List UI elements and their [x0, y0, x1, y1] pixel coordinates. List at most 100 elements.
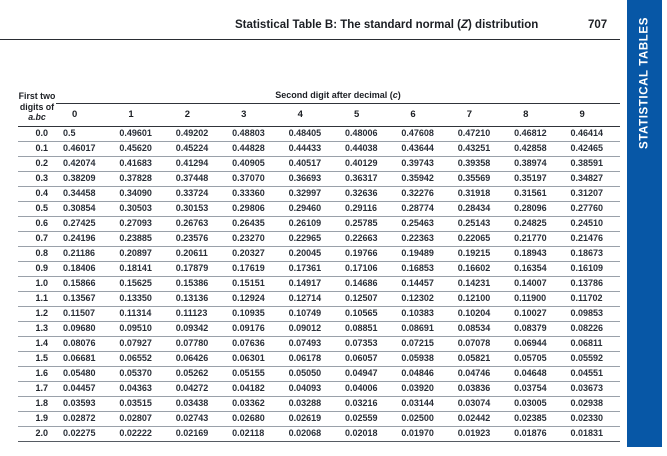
col-header-5: 5: [337, 103, 395, 127]
table-row: 0.9 0.18406 0.18141 0.17879 0.17619 0.17361 0.…: [18, 261, 620, 277]
z-value-cell: 0.15386: [168, 276, 226, 292]
z-value-cell: 0.04182: [225, 381, 282, 397]
z-value-cell: 0.03593: [56, 396, 113, 412]
z-value-cell: 0.07780: [168, 336, 226, 352]
z-value-cell: 0.03005: [507, 396, 564, 412]
z-value-cell: 0.28096: [507, 201, 564, 217]
z-value-cell: 0.18943: [507, 246, 564, 262]
z-value-cell: 0.32997: [281, 186, 338, 202]
table-row: 1.6 0.05480 0.05370 0.05262 0.05155 0.05050 0.…: [18, 366, 620, 382]
table-row: 1.8 0.03593 0.03515 0.03438 0.03362 0.03288 0.…: [18, 396, 620, 412]
z-value-cell: 0.13786: [563, 276, 620, 292]
z-value-cell: 0.06426: [168, 351, 226, 367]
col-header-7: 7: [450, 103, 508, 127]
z-value-cell: 0.06178: [281, 351, 338, 367]
z-value-cell: 0.48006: [337, 126, 395, 142]
z-value-cell: 0.10749: [281, 306, 338, 322]
z-value-cell: 0.17879: [168, 261, 226, 277]
row-label: 1.8: [18, 396, 56, 412]
z-value-cell: 0.13567: [56, 291, 113, 307]
title-z-italic: Z: [461, 19, 469, 31]
z-value-cell: 0.14007: [507, 276, 564, 292]
z-value-cell: 0.14917: [281, 276, 338, 292]
corner-header-line3: a.bc: [28, 112, 46, 123]
table-row: 0.7 0.24196 0.23885 0.23576 0.23270 0.22965 0.…: [18, 231, 620, 247]
corner-header-line2: digits of: [19, 101, 55, 112]
z-value-cell: 0.20045: [281, 246, 338, 262]
z-value-cell: 0.11702: [563, 291, 620, 307]
z-value-cell: 0.23885: [112, 231, 169, 247]
z-value-cell: 0.07493: [281, 336, 338, 352]
z-value-cell: 0.07215: [394, 336, 451, 352]
z-value-cell: 0.28774: [394, 201, 451, 217]
z-value-cell: 0.02118: [225, 426, 282, 442]
z-value-cell: 0.05705: [507, 351, 564, 367]
z-value-cell: 0.23576: [168, 231, 226, 247]
z-value-cell: 0.36693: [281, 171, 338, 187]
z-value-cell: 0.46017: [56, 141, 113, 157]
z-value-cell: 0.22363: [394, 231, 451, 247]
z-value-cell: 0.03074: [450, 396, 508, 412]
z-value-cell: 0.34458: [56, 186, 113, 202]
z-value-cell: 0.15625: [112, 276, 169, 292]
z-value-cell: 0.05050: [281, 366, 338, 382]
span-header: Second digit after decimal (c): [56, 88, 620, 104]
row-label: 1.6: [18, 366, 56, 382]
z-value-cell: 0.05938: [394, 351, 451, 367]
z-value-cell: 0.12507: [337, 291, 395, 307]
z-value-cell: 0.03288: [281, 396, 338, 412]
col-header-0: 0: [56, 103, 113, 127]
z-value-cell: 0.26763: [168, 216, 226, 232]
col-header-1: 1: [112, 103, 169, 127]
z-value-cell: 0.02872: [56, 411, 113, 427]
z-value-cell: 0.44828: [225, 141, 282, 157]
z-value-cell: 0.04947: [337, 366, 395, 382]
z-value-cell: 0.14457: [394, 276, 451, 292]
row-label: 0.9: [18, 261, 56, 277]
z-value-cell: 0.29116: [337, 201, 395, 217]
z-value-cell: 0.02222: [112, 426, 169, 442]
z-value-cell: 0.08851: [337, 321, 395, 337]
z-value-cell: 0.12100: [450, 291, 508, 307]
z-value-cell: 0.12714: [281, 291, 338, 307]
z-value-cell: 0.24196: [56, 231, 113, 247]
table-row: 1.2 0.11507 0.11314 0.11123 0.10935 0.10749 0.…: [18, 306, 620, 322]
z-value-cell: 0.22965: [281, 231, 338, 247]
z-value-cell: 0.44433: [281, 141, 338, 157]
z-value-cell: 0.31207: [563, 186, 620, 202]
z-value-cell: 0.04272: [168, 381, 226, 397]
z-value-cell: 0.44038: [337, 141, 395, 157]
table-row: 0.1 0.46017 0.45620 0.45224 0.44828 0.44433 0.…: [18, 141, 620, 157]
z-value-cell: 0.04006: [337, 381, 395, 397]
z-value-cell: 0.02938: [563, 396, 620, 412]
z-value-cell: 0.32636: [337, 186, 395, 202]
z-value-cell: 0.07353: [337, 336, 395, 352]
table-row: 0.2 0.42074 0.41683 0.41294 0.40905 0.40517 0.…: [18, 156, 620, 172]
z-value-cell: 0.09510: [112, 321, 169, 337]
table-row: 0.6 0.27425 0.27093 0.26763 0.26435 0.26109 0.…: [18, 216, 620, 232]
z-value-cell: 0.49202: [168, 126, 226, 142]
z-value-cell: 0.5: [56, 126, 113, 142]
z-value-cell: 0.08534: [450, 321, 508, 337]
z-value-cell: 0.02559: [337, 411, 395, 427]
z-value-cell: 0.09342: [168, 321, 226, 337]
z-value-cell: 0.10565: [337, 306, 395, 322]
statistical-tables-sidebar: STATISTICAL TABLES: [627, 0, 662, 447]
z-value-cell: 0.24510: [563, 216, 620, 232]
z-value-cell: 0.06681: [56, 351, 113, 367]
z-value-cell: 0.13350: [112, 291, 169, 307]
z-value-cell: 0.20611: [168, 246, 226, 262]
z-value-cell: 0.42074: [56, 156, 113, 172]
page-title: Statistical Table B: The standard normal…: [235, 19, 539, 31]
row-label: 1.2: [18, 306, 56, 322]
z-value-cell: 0.10383: [394, 306, 451, 322]
table-row: 1.7 0.04457 0.04363 0.04272 0.04182 0.04093 0.…: [18, 381, 620, 397]
z-value-cell: 0.21476: [563, 231, 620, 247]
z-value-cell: 0.07078: [450, 336, 508, 352]
z-value-cell: 0.11900: [507, 291, 564, 307]
table-row: 0.3 0.38209 0.37828 0.37448 0.37070 0.36693 0.…: [18, 171, 620, 187]
z-value-cell: 0.03754: [507, 381, 564, 397]
z-value-cell: 0.11123: [168, 306, 226, 322]
table-row: 1.9 0.02872 0.02807 0.02743 0.02680 0.02619 0.…: [18, 411, 620, 427]
